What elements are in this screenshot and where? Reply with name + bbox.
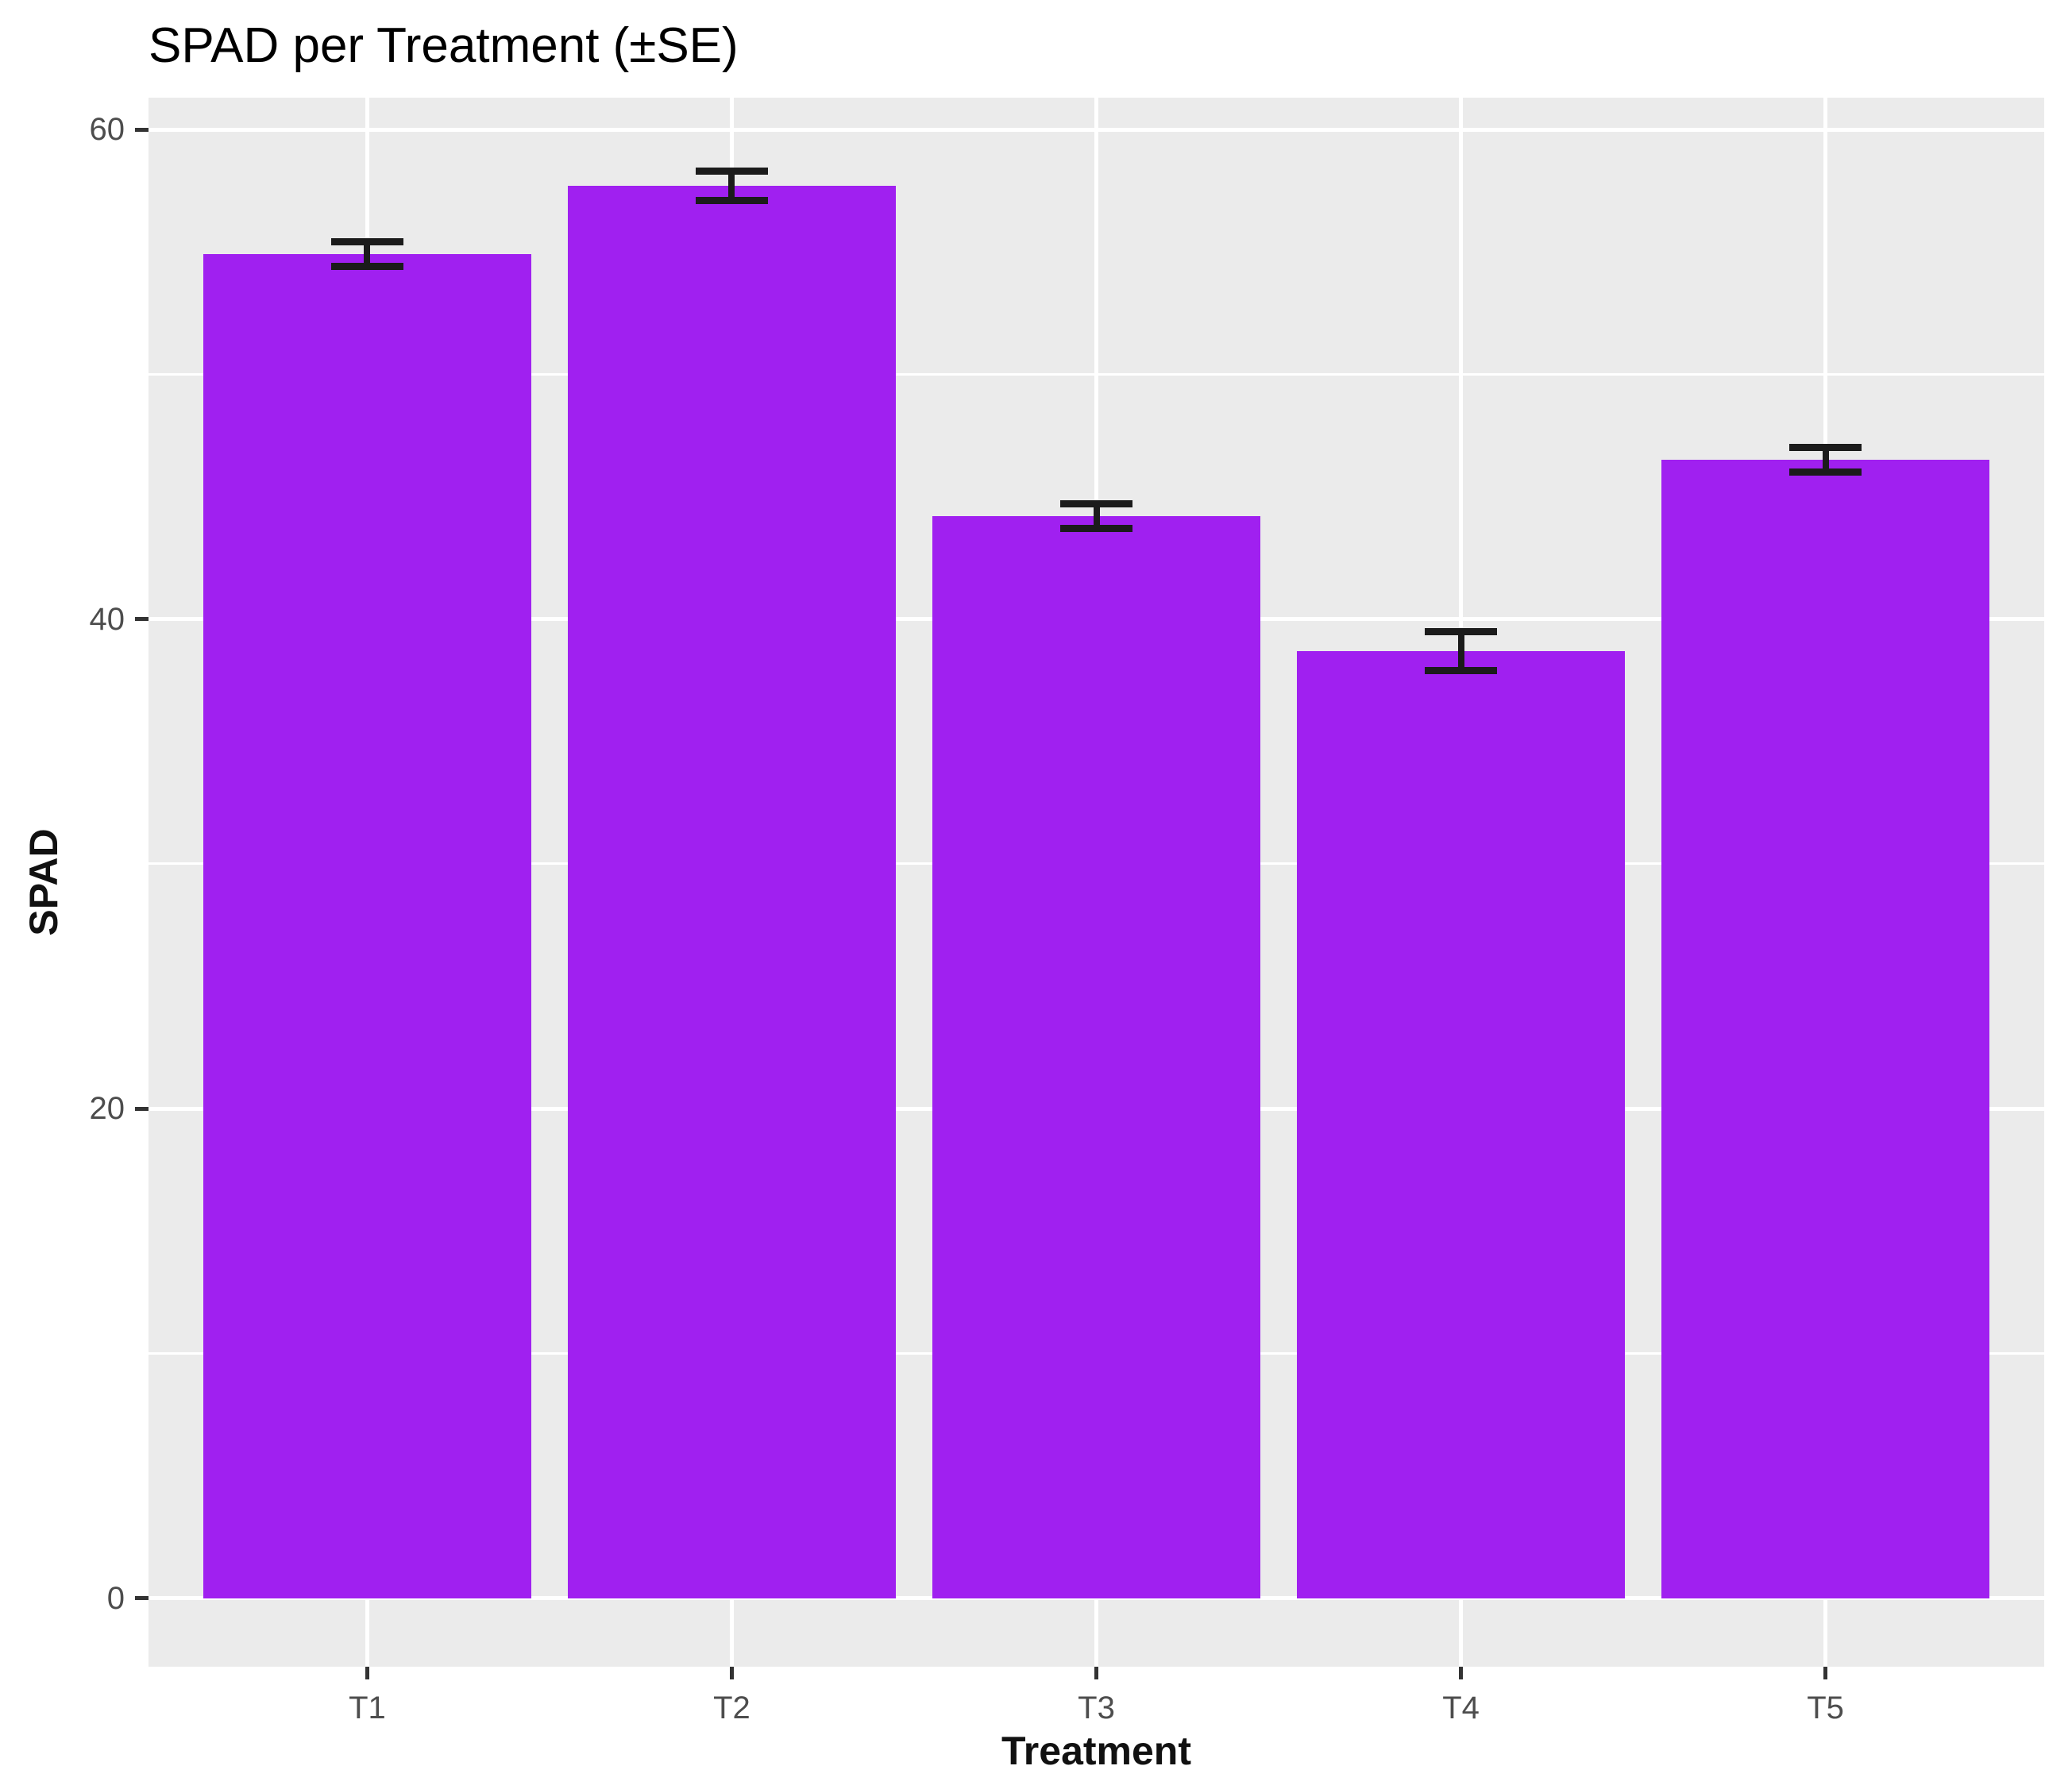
x-tick-mark bbox=[1094, 1667, 1098, 1679]
y-axis-title: SPAD bbox=[21, 828, 66, 936]
x-tick-mark bbox=[365, 1667, 369, 1679]
bar-T2 bbox=[567, 185, 897, 1598]
chart-title: SPAD per Treatment (±SE) bbox=[149, 18, 739, 73]
y-tick-mark bbox=[135, 1106, 149, 1111]
bar-T4 bbox=[1296, 650, 1626, 1598]
x-tick-label-T2: T2 bbox=[713, 1691, 750, 1725]
error-bar-bottom-cap-T3 bbox=[1059, 525, 1133, 533]
y-tick-label: 20 bbox=[89, 1091, 125, 1127]
error-bar-bottom-cap-T5 bbox=[1788, 468, 1862, 476]
y-tick-label: 60 bbox=[89, 112, 125, 148]
x-tick-label-T1: T1 bbox=[349, 1691, 386, 1725]
error-bar-top-cap-T5 bbox=[1788, 444, 1862, 452]
error-bar-stem-T5 bbox=[1822, 447, 1829, 472]
error-bar-stem-T1 bbox=[364, 241, 371, 267]
x-tick-label-T4: T4 bbox=[1442, 1691, 1480, 1725]
y-tick-label: 0 bbox=[106, 1580, 125, 1616]
plot-panel bbox=[149, 98, 2044, 1667]
x-tick-label-T5: T5 bbox=[1807, 1691, 1844, 1725]
error-bar-stem-T2 bbox=[728, 171, 735, 201]
x-tick-mark bbox=[1459, 1667, 1464, 1679]
y-tick-mark bbox=[135, 1596, 149, 1601]
error-bar-top-cap-T4 bbox=[1424, 627, 1498, 635]
x-tick-label-T3: T3 bbox=[1078, 1691, 1115, 1725]
bar-T1 bbox=[203, 254, 531, 1598]
x-tick-mark bbox=[1823, 1667, 1828, 1679]
error-bar-bottom-cap-T2 bbox=[695, 196, 769, 204]
x-axis-title: Treatment bbox=[1001, 1729, 1191, 1773]
bar-T5 bbox=[1661, 460, 1990, 1598]
error-bar-top-cap-T2 bbox=[695, 167, 769, 175]
x-tick-mark bbox=[729, 1667, 734, 1679]
error-bar-stem-T4 bbox=[1457, 631, 1464, 671]
y-tick-mark bbox=[135, 127, 149, 132]
error-bar-layer bbox=[149, 98, 2044, 1667]
bar-T3 bbox=[932, 516, 1261, 1598]
y-tick-label: 40 bbox=[89, 601, 125, 637]
error-bar-top-cap-T1 bbox=[330, 238, 404, 246]
bar-layer bbox=[149, 98, 2044, 1667]
error-bar-bottom-cap-T1 bbox=[330, 263, 404, 271]
y-tick-mark bbox=[135, 617, 149, 622]
error-bar-stem-T3 bbox=[1093, 503, 1100, 529]
error-bar-bottom-cap-T4 bbox=[1424, 666, 1498, 674]
error-bar-top-cap-T3 bbox=[1059, 500, 1133, 508]
